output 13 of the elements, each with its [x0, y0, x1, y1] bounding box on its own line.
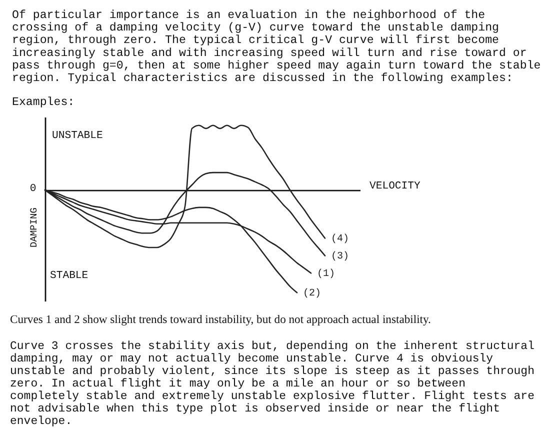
- text: Curves 1 and 2 show slight trends toward instability, but do not approach actual instability.: [10, 313, 432, 326]
- text: 0: [30, 183, 36, 196]
- text: Of particular importance is an evaluation in the neighborhood of the crossing of a damping velocity (g-V) curve toward the unstable damping region, through zero. The typical critical g-V curve will first become increasingly stable and with increasing speed will turn and rise toward or pass through g=0, then at some higher speed may again turn toward the stable region. Typical characteristics are discussed in the following examples:: [12, 9, 541, 85]
- annotation: STABLE: [50, 270, 88, 282]
- series-label: (2): [303, 288, 322, 300]
- series-label: (1): [317, 268, 336, 280]
- y-axis-title: DAMPING: [28, 207, 40, 248]
- annotation: UNSTABLE: [52, 130, 103, 142]
- text: Examples:: [12, 96, 75, 109]
- text: Curve 3 crosses the stability axis but, depending on the inherent structural damping, may or may not actually become unstable. Curve 4 is obviously unstable and probably violent, since its slope is steep as it passes through zero. In actual flight it may only be a mile an hour or so between completely stable and extremely unstable explosive flutter. Flight tests are not advisable when this type plot is observed inside or near the flight envelope.: [10, 340, 535, 428]
- x-axis-title: VELOCITY: [370, 180, 421, 193]
- series-label: (4): [331, 233, 350, 246]
- series-label: (3): [331, 250, 350, 263]
